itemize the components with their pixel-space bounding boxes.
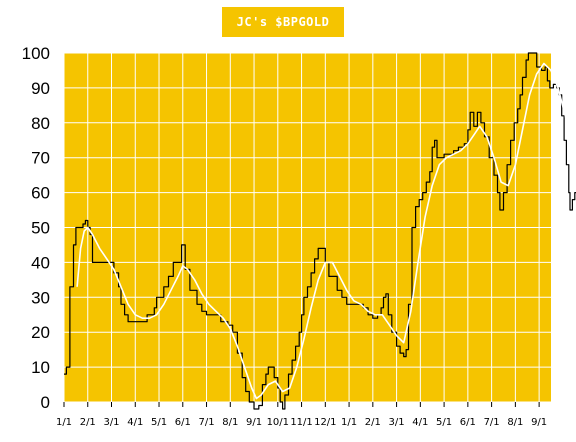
x-tick-label: 7/1 <box>198 417 214 428</box>
x-tick-label: 4/1 <box>127 417 143 428</box>
x-tick-label: 4/1 <box>412 417 428 428</box>
x-tick-label: 2/1 <box>365 417 381 428</box>
x-tick-label: 1/1 <box>56 417 72 428</box>
x-tick-label: 3/1 <box>103 417 119 428</box>
x-tick-label: 12/1 <box>314 417 336 428</box>
series-line-smooth <box>76 62 576 400</box>
y-tick-label: 30 <box>31 288 50 307</box>
y-tick-label: 60 <box>31 184 50 203</box>
y-axis-ticks: 0 10 20 30 40 50 60 70 80 90 100 <box>22 44 50 412</box>
series-line-primary <box>64 52 576 410</box>
x-tick-label: 2/1 <box>80 417 96 428</box>
x-tick-label: 9/1 <box>531 417 547 428</box>
x-tick-label: 7/1 <box>484 417 500 428</box>
x-tick-label: 9/1 <box>246 417 262 428</box>
y-tick-label: 90 <box>31 79 50 98</box>
y-tick-label: 70 <box>31 149 50 168</box>
x-tick-label: 6/1 <box>175 417 191 428</box>
chart-title: JC's $BPGOLD <box>236 15 330 29</box>
x-tick-label: 5/1 <box>151 417 167 428</box>
series-layer <box>64 52 576 410</box>
y-tick-label: 40 <box>31 253 50 272</box>
x-tick-label: 11/1 <box>290 417 312 428</box>
y-tick-label: 100 <box>22 44 50 63</box>
x-tick-label: 5/1 <box>436 417 452 428</box>
y-tick-label: 50 <box>31 219 50 238</box>
y-tick-label: 80 <box>31 114 50 133</box>
chart-title-box: JC's $BPGOLD <box>222 7 344 37</box>
y-tick-label: 20 <box>31 323 50 342</box>
y-tick-label: 10 <box>31 358 50 377</box>
x-tick-label: 8/1 <box>507 417 523 428</box>
y-tick-label: 0 <box>41 393 50 412</box>
x-tick-label: 1/1 <box>341 417 357 428</box>
x-axis-ticks: 1/1 2/1 3/1 4/1 5/1 6/1 7/1 8/1 9/1 10/1 11/1 12/1 1… <box>56 402 547 428</box>
x-tick-label: 10/1 <box>267 417 289 428</box>
x-tick-label: 8/1 <box>222 417 238 428</box>
x-tick-label: 3/1 <box>389 417 405 428</box>
x-tick-label: 6/1 <box>460 417 476 428</box>
